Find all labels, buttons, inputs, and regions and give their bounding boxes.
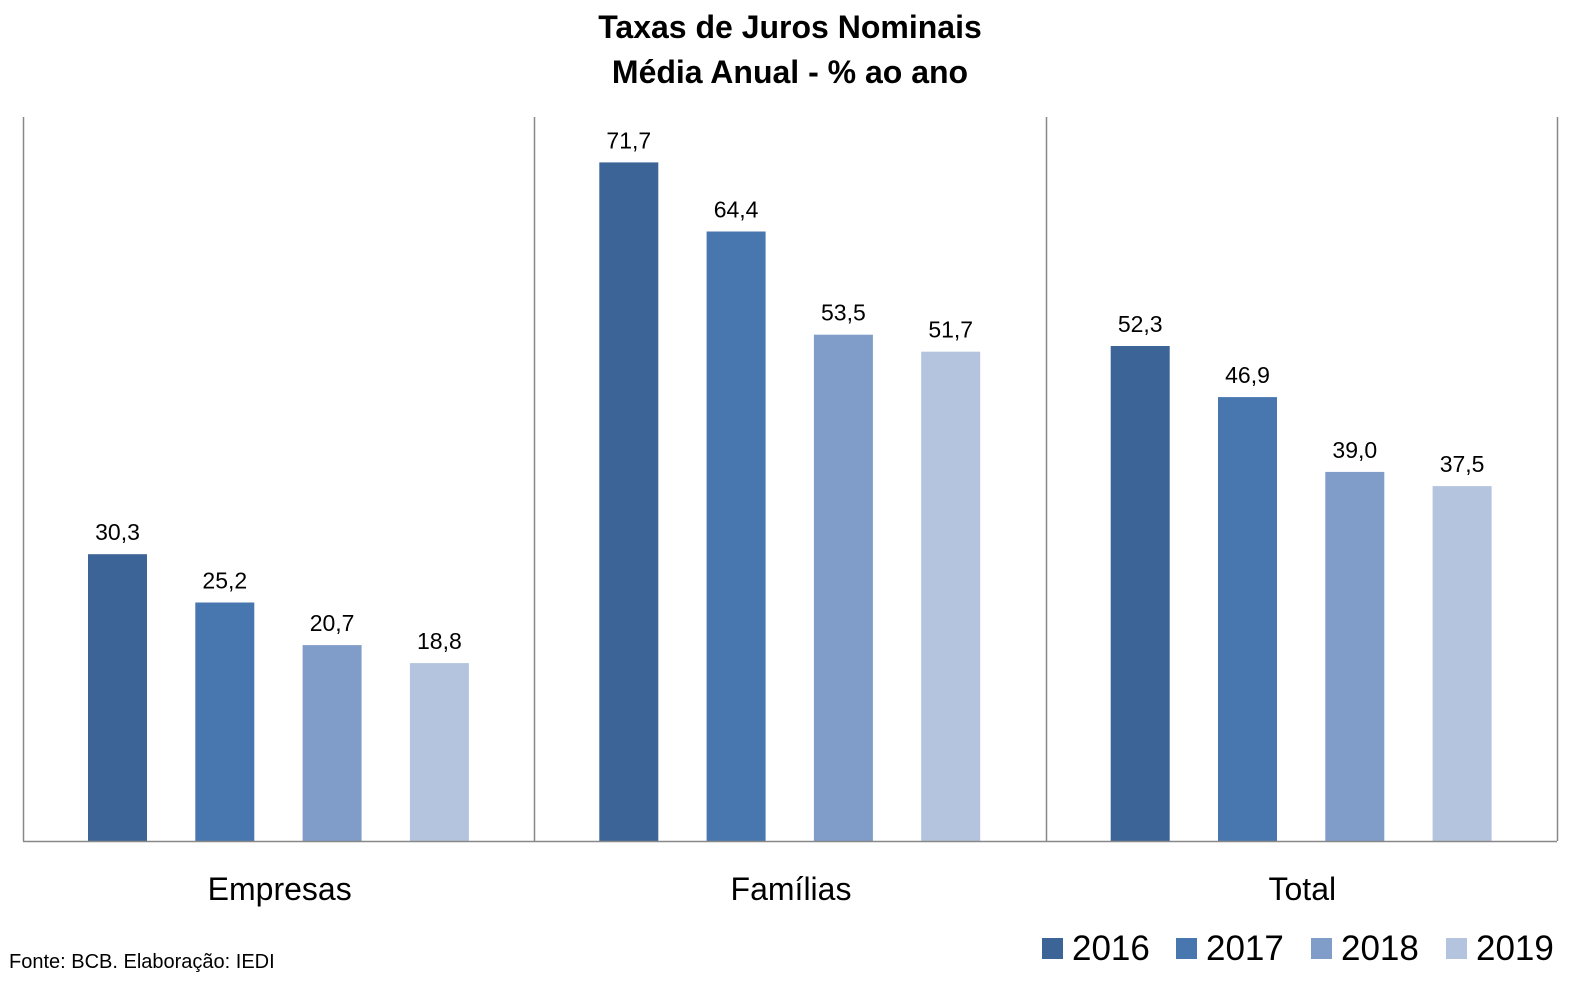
data-label: 39,0 — [1332, 437, 1377, 463]
data-label: 52,3 — [1118, 311, 1163, 337]
legend-swatch-2019 — [1446, 938, 1467, 959]
data-label: 37,5 — [1440, 451, 1485, 477]
bar-total-2018 — [1325, 471, 1385, 841]
bar-total-2019 — [1432, 486, 1492, 841]
bar-famílias-2017 — [706, 231, 766, 841]
bar-empresas-2016 — [88, 554, 147, 841]
category-label: Famílias — [731, 871, 852, 907]
source-note: Fonte: BCB. Elaboração: IEDI — [9, 951, 275, 973]
data-label: 71,7 — [606, 127, 651, 153]
legend-label-2016: 2016 — [1072, 929, 1150, 968]
bar-empresas-2018 — [302, 645, 362, 841]
legend-label-2018: 2018 — [1341, 929, 1419, 968]
bar-famílias-2018 — [813, 334, 873, 841]
data-label: 46,9 — [1225, 362, 1270, 388]
legend-label-2017: 2017 — [1206, 929, 1284, 968]
chart-subtitle: Média Anual - % ao ano — [612, 54, 968, 90]
category-labels: Empresas Famílias Total — [208, 871, 1336, 907]
data-label: 53,5 — [821, 300, 866, 326]
data-label: 25,2 — [202, 568, 247, 594]
bar-famílias-2019 — [921, 351, 981, 841]
legend-swatch-2017 — [1176, 938, 1197, 959]
chart-title: Taxas de Juros Nominais — [598, 9, 982, 45]
legend-swatch-2018 — [1311, 938, 1332, 959]
bar-total-2016 — [1110, 346, 1170, 841]
bar-total-2017 — [1218, 397, 1277, 841]
data-labels: 30,3 25,2 20,7 18,8 71,7 64,4 53,5 51,7 52,3 46,9… — [95, 127, 1484, 654]
legend-swatch-2016 — [1042, 938, 1063, 959]
data-label: 51,7 — [928, 317, 973, 343]
category-label: Total — [1269, 871, 1337, 907]
data-label: 30,3 — [95, 519, 140, 545]
bar-empresas-2017 — [195, 602, 255, 841]
legend: 2016 2017 2018 2019 — [1042, 929, 1554, 968]
plot-area — [22, 117, 1559, 843]
category-label: Empresas — [208, 871, 352, 907]
bar-famílias-2016 — [599, 162, 659, 841]
bar-empresas-2019 — [409, 663, 469, 841]
data-label: 64,4 — [714, 197, 759, 223]
data-label: 20,7 — [310, 610, 355, 636]
data-label: 18,8 — [417, 628, 462, 654]
legend-label-2019: 2019 — [1476, 929, 1554, 968]
